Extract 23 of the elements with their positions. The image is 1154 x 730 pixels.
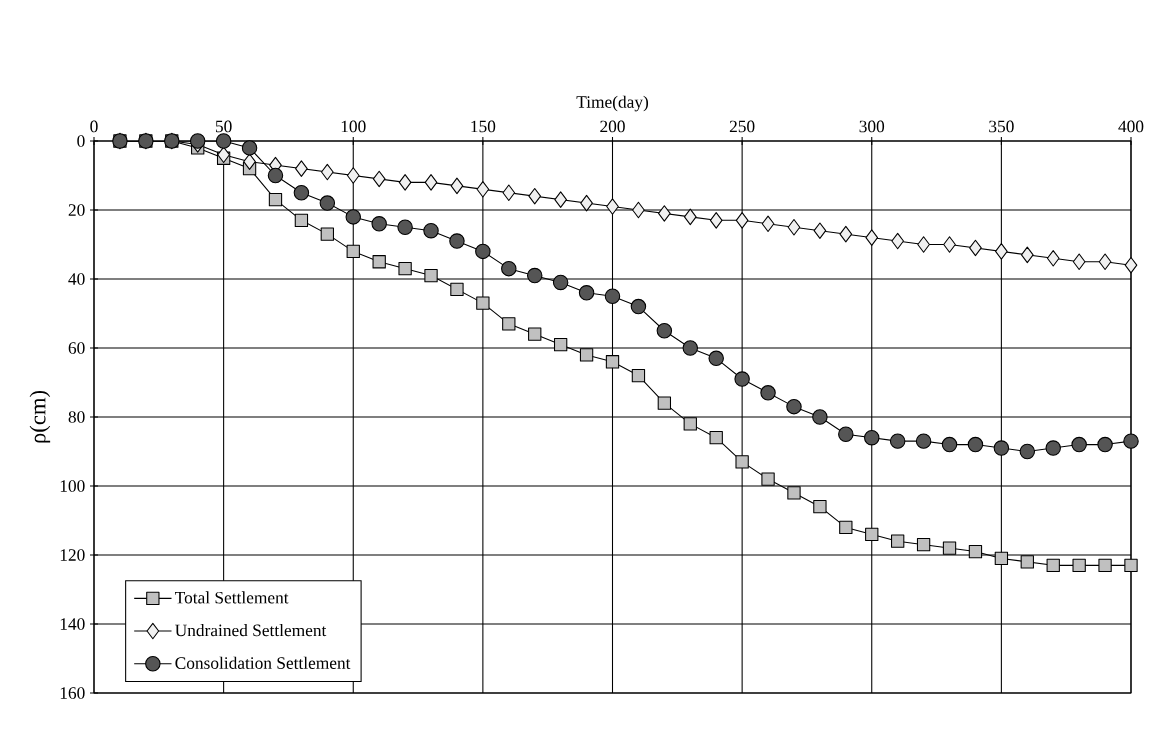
x-tick-label: 200: [600, 120, 625, 133]
y-tick-label: 60: [68, 342, 85, 354]
y-tick-label: 100: [60, 480, 85, 492]
y-tick-label: 140: [60, 618, 85, 630]
x-tick-label: 250: [729, 120, 755, 133]
x-tick-label: 300: [859, 120, 885, 133]
x-tick-label: 150: [471, 120, 496, 133]
x-tick-label: 50: [215, 120, 232, 133]
x-axis-title: Time(day): [576, 95, 649, 112]
legend-label: Undrained Settlement: [175, 624, 327, 637]
y-tick-label: 0: [77, 135, 85, 147]
x-tick-label: 350: [989, 120, 1014, 133]
y-tick-label: 40: [68, 273, 85, 285]
y-tick-label: 80: [68, 411, 85, 423]
legend-label: Total Settlement: [175, 591, 289, 604]
x-tick-label: 400: [1118, 120, 1144, 133]
x-tick-label: 100: [341, 120, 366, 133]
y-axis-title: ρ(cm): [29, 390, 51, 443]
legend-label: Consolidation Settlement: [175, 656, 351, 669]
y-tick-label: 160: [60, 687, 85, 699]
y-tick-label: 20: [68, 204, 85, 216]
x-tick-label: 0: [90, 120, 98, 133]
y-tick-label: 120: [60, 549, 85, 561]
